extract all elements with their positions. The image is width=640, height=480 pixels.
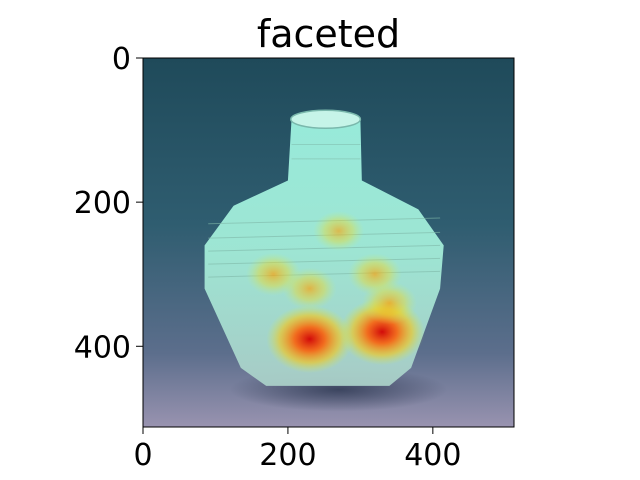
x-axis: 0 200 400 [133,427,461,473]
x-tick-label-0: 0 [133,438,152,473]
vase-ridge-3 [208,257,441,265]
vase-mouth [290,109,362,130]
heat-hotspot-3 [282,267,337,310]
y-axis: 0 200 400 [74,42,143,365]
y-tick-label-200: 200 [74,186,131,221]
y-tick-label-0: 0 [112,42,131,77]
vase-ridge-2 [208,244,441,252]
x-tick-label-200: 200 [259,438,316,473]
heat-hotspot-5 [361,281,417,325]
axes-frame [142,57,515,428]
y-tick-label-400: 400 [74,330,131,365]
heat-hotspot-0 [266,305,353,373]
image-layer [143,58,514,427]
chart-title: faceted [256,12,401,56]
x-tick-label-400: 400 [404,438,461,473]
heat-hotspot-6 [313,210,365,252]
